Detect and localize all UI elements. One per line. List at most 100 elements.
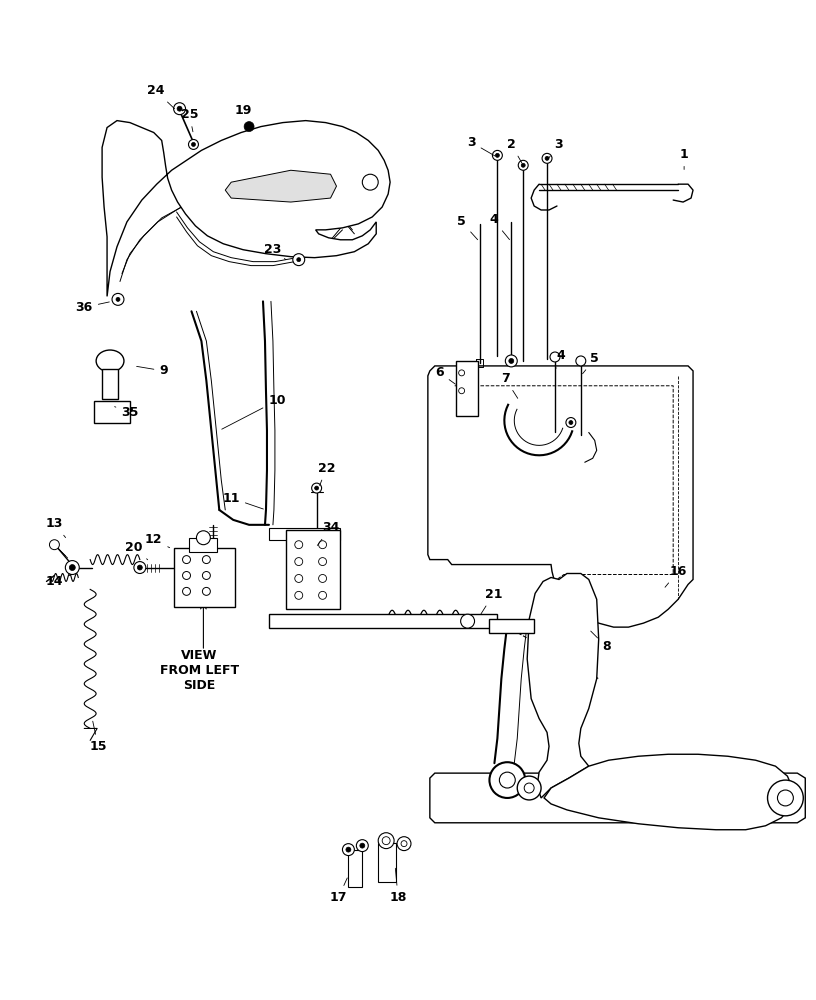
Circle shape (183, 572, 190, 579)
Circle shape (202, 556, 211, 564)
Circle shape (343, 844, 354, 856)
Circle shape (177, 106, 182, 111)
Text: 4: 4 (489, 213, 509, 240)
Text: 2: 2 (507, 138, 522, 163)
Circle shape (295, 591, 303, 599)
Text: 20: 20 (125, 541, 148, 560)
Text: 35: 35 (114, 406, 139, 419)
Text: 11: 11 (223, 492, 264, 509)
Polygon shape (544, 754, 793, 830)
Circle shape (318, 558, 326, 566)
Text: 5: 5 (457, 215, 477, 240)
Circle shape (295, 558, 303, 566)
Bar (189, 538, 217, 552)
Circle shape (244, 122, 254, 132)
Circle shape (174, 103, 185, 115)
Circle shape (202, 572, 211, 579)
Circle shape (401, 841, 407, 847)
Circle shape (116, 297, 120, 301)
Circle shape (521, 163, 526, 167)
Circle shape (183, 587, 190, 595)
Text: 36: 36 (76, 301, 109, 314)
Circle shape (188, 139, 198, 149)
Circle shape (192, 142, 196, 146)
Text: 22: 22 (317, 462, 335, 485)
Circle shape (346, 847, 351, 852)
Circle shape (134, 562, 146, 573)
Circle shape (202, 587, 211, 595)
Polygon shape (428, 366, 693, 627)
Circle shape (295, 574, 303, 582)
Circle shape (542, 153, 552, 163)
Bar (269, 528, 340, 540)
Circle shape (569, 421, 573, 425)
Text: 23: 23 (264, 243, 286, 260)
Circle shape (517, 776, 541, 800)
Circle shape (197, 531, 211, 545)
Circle shape (495, 153, 499, 157)
Circle shape (505, 355, 517, 367)
Bar (286, 530, 340, 609)
Circle shape (524, 783, 534, 793)
Text: 6: 6 (436, 366, 455, 384)
Circle shape (297, 258, 301, 262)
Circle shape (566, 418, 576, 427)
Polygon shape (527, 573, 599, 798)
Text: 10: 10 (222, 394, 286, 429)
Bar (348, 850, 362, 887)
Circle shape (357, 840, 368, 852)
Circle shape (459, 370, 464, 376)
Bar (490, 619, 534, 633)
Text: 3: 3 (468, 136, 495, 156)
Circle shape (499, 772, 515, 788)
Text: 13: 13 (46, 517, 65, 538)
Text: VIEW
FROM LEFT
SIDE: VIEW FROM LEFT SIDE (160, 649, 239, 692)
Circle shape (461, 614, 475, 628)
Circle shape (459, 388, 464, 394)
Text: 5: 5 (583, 352, 599, 374)
Circle shape (362, 174, 378, 190)
Polygon shape (430, 773, 805, 823)
Circle shape (50, 540, 60, 550)
Circle shape (295, 541, 303, 549)
Text: 7: 7 (501, 372, 517, 398)
Polygon shape (102, 121, 390, 296)
Text: 17: 17 (330, 878, 348, 904)
Bar (174, 548, 235, 607)
Bar (378, 843, 396, 882)
Circle shape (545, 156, 549, 160)
Circle shape (315, 486, 318, 490)
Text: 3: 3 (548, 138, 563, 158)
Text: 19: 19 (234, 104, 252, 128)
Ellipse shape (96, 350, 124, 372)
Circle shape (492, 150, 503, 160)
Text: 4: 4 (556, 349, 565, 368)
Circle shape (318, 574, 326, 582)
Circle shape (69, 565, 75, 571)
Text: 1: 1 (680, 148, 689, 169)
Circle shape (360, 843, 365, 848)
Text: 21: 21 (481, 588, 502, 614)
Polygon shape (225, 170, 336, 202)
Text: 12: 12 (145, 533, 170, 548)
Circle shape (112, 293, 124, 305)
Circle shape (397, 837, 411, 851)
Circle shape (293, 254, 304, 266)
Bar (269, 614, 498, 628)
Circle shape (490, 762, 526, 798)
Text: 8: 8 (591, 631, 611, 653)
Circle shape (312, 483, 322, 493)
Text: 16: 16 (665, 565, 687, 587)
Bar (455, 361, 477, 416)
Text: 25: 25 (181, 108, 198, 132)
Text: 34: 34 (317, 521, 339, 545)
Text: 14: 14 (46, 575, 72, 588)
Text: 18: 18 (389, 868, 406, 904)
Circle shape (378, 833, 394, 849)
Circle shape (382, 837, 390, 845)
Circle shape (137, 565, 142, 570)
Bar (102, 369, 118, 399)
Text: 24: 24 (147, 84, 175, 109)
Circle shape (576, 356, 586, 366)
Circle shape (318, 591, 326, 599)
